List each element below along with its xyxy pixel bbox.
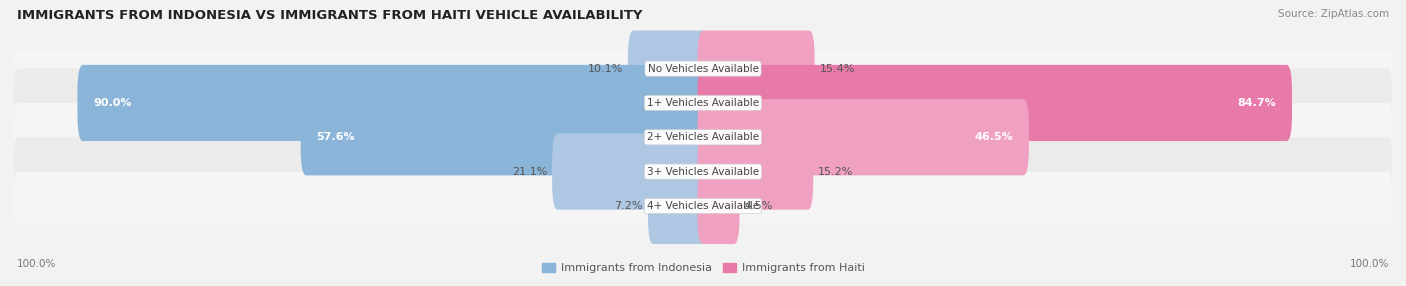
FancyBboxPatch shape — [14, 103, 1392, 172]
Text: 57.6%: 57.6% — [316, 132, 356, 142]
FancyBboxPatch shape — [697, 134, 813, 210]
FancyBboxPatch shape — [14, 137, 1392, 206]
FancyBboxPatch shape — [697, 31, 814, 107]
Text: IMMIGRANTS FROM INDONESIA VS IMMIGRANTS FROM HAITI VEHICLE AVAILABILITY: IMMIGRANTS FROM INDONESIA VS IMMIGRANTS … — [17, 9, 643, 21]
Text: 7.2%: 7.2% — [614, 201, 643, 211]
Text: 3+ Vehicles Available: 3+ Vehicles Available — [647, 167, 759, 176]
Text: 10.1%: 10.1% — [588, 64, 623, 74]
FancyBboxPatch shape — [301, 99, 709, 175]
Legend: Immigrants from Indonesia, Immigrants from Haiti: Immigrants from Indonesia, Immigrants fr… — [537, 258, 869, 278]
Text: 15.4%: 15.4% — [820, 64, 855, 74]
FancyBboxPatch shape — [14, 172, 1392, 240]
FancyBboxPatch shape — [697, 168, 740, 244]
Text: 84.7%: 84.7% — [1237, 98, 1277, 108]
FancyBboxPatch shape — [14, 69, 1392, 137]
Text: Source: ZipAtlas.com: Source: ZipAtlas.com — [1278, 9, 1389, 19]
Text: 1+ Vehicles Available: 1+ Vehicles Available — [647, 98, 759, 108]
FancyBboxPatch shape — [553, 134, 709, 210]
FancyBboxPatch shape — [628, 31, 709, 107]
Text: 100.0%: 100.0% — [17, 259, 56, 269]
Text: 46.5%: 46.5% — [974, 132, 1012, 142]
Text: 21.1%: 21.1% — [512, 167, 547, 176]
Text: No Vehicles Available: No Vehicles Available — [648, 64, 758, 74]
FancyBboxPatch shape — [648, 168, 709, 244]
Text: 15.2%: 15.2% — [818, 167, 853, 176]
FancyBboxPatch shape — [697, 65, 1292, 141]
Text: 90.0%: 90.0% — [93, 98, 132, 108]
Text: 4+ Vehicles Available: 4+ Vehicles Available — [647, 201, 759, 211]
Text: 4.5%: 4.5% — [744, 201, 773, 211]
FancyBboxPatch shape — [77, 65, 709, 141]
FancyBboxPatch shape — [697, 99, 1029, 175]
Text: 2+ Vehicles Available: 2+ Vehicles Available — [647, 132, 759, 142]
FancyBboxPatch shape — [14, 34, 1392, 103]
Text: 100.0%: 100.0% — [1350, 259, 1389, 269]
